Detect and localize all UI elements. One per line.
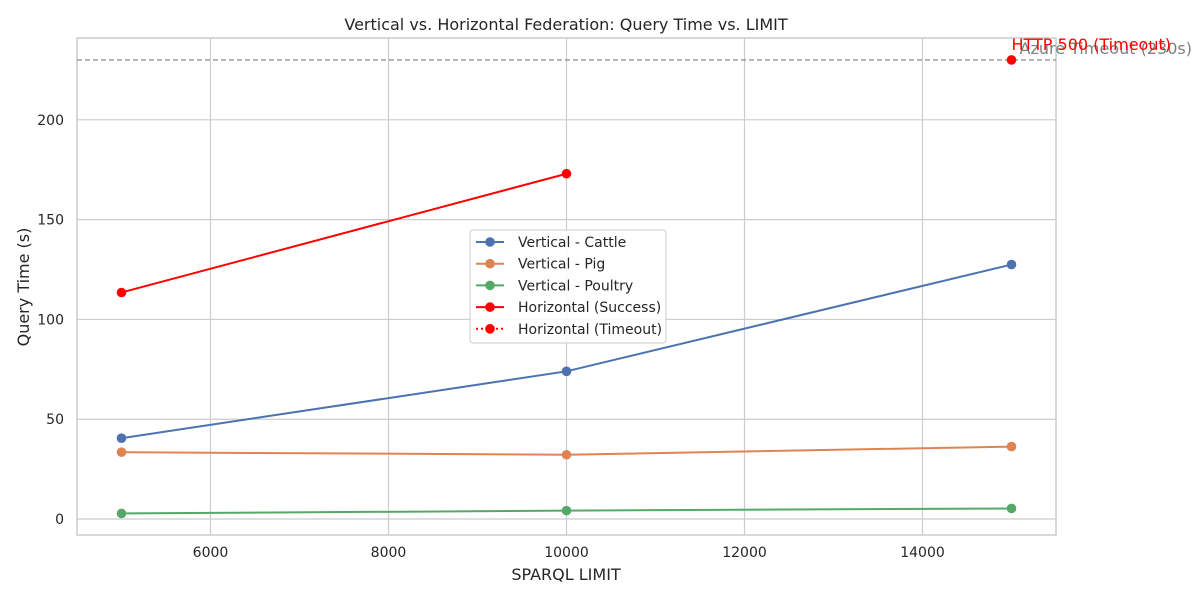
data-point [561, 366, 572, 377]
y-tick-label: 100 [37, 312, 64, 328]
annotation-group: HTTP 500 (Timeout) [1012, 35, 1172, 54]
x-tick-label: 6000 [193, 545, 229, 561]
y-tick-label: 200 [37, 113, 64, 129]
legend-swatch-marker [485, 302, 495, 312]
data-point [1006, 55, 1017, 65]
series-horizontal-success [116, 168, 572, 298]
data-point [1006, 503, 1017, 514]
series-line [121, 172, 567, 294]
data-point [561, 505, 572, 516]
legend-item: Vertical - Poultry [476, 278, 633, 294]
data-point [1006, 441, 1017, 452]
legend: Vertical - Cattle Vertical - Pig Vertical … [469, 229, 667, 344]
legend-item: Horizontal (Timeout) [476, 322, 662, 338]
x-tick-label: 8000 [371, 545, 407, 561]
y-tick-label: 50 [46, 412, 64, 428]
data-point [116, 508, 127, 519]
legend-swatch-marker [485, 280, 495, 291]
x-axis-label: SPARQL LIMIT [511, 565, 621, 584]
series-vertical-cattle [116, 259, 1017, 443]
legend-swatch-marker [485, 258, 495, 269]
legend-label: Vertical - Poultry [518, 278, 633, 294]
reference-line-label: Azure Timeout (230s) [1020, 39, 1192, 58]
chart-title: Vertical vs. Horizontal Federation: Quer… [344, 15, 788, 34]
series-horizontal-timeout [1006, 55, 1017, 65]
legend-label: Vertical - Cattle [518, 235, 626, 251]
plot-frame [76, 37, 1057, 536]
legend-swatch-marker [485, 237, 495, 247]
data-point [561, 168, 572, 179]
reference-line-group: Azure Timeout (230s) [77, 39, 1192, 61]
legend-item: Vertical - Cattle [476, 235, 626, 251]
series-group [116, 55, 1017, 519]
data-point [561, 449, 572, 460]
series-vertical-pig [116, 441, 1017, 460]
legend-swatch-marker [485, 324, 495, 334]
x-tick-label: 12000 [722, 545, 767, 561]
legend-label: Vertical - Pig [518, 257, 605, 273]
legend-label: Horizontal (Success) [518, 300, 661, 316]
x-tick-label: 10000 [544, 545, 589, 561]
legend-item: Horizontal (Success) [476, 300, 661, 316]
data-point [116, 433, 127, 443]
legend-item: Vertical - Pig [476, 257, 605, 273]
legend-box [469, 229, 667, 344]
data-point [1006, 259, 1017, 270]
timeout-annotation: HTTP 500 (Timeout) [1012, 35, 1172, 54]
x-tick-label: 14000 [900, 545, 945, 561]
data-point [116, 447, 127, 457]
y-axis-label: Query Time (s) [14, 228, 33, 347]
tick-labels: 6000 8000 10000 12000 14000 0 50 100 150 200 [37, 113, 945, 561]
data-point [116, 287, 127, 298]
y-tick-label: 150 [37, 213, 64, 229]
series-vertical-poultry [116, 503, 1017, 519]
legend-label: Horizontal (Timeout) [518, 322, 662, 338]
y-tick-label: 0 [55, 512, 64, 528]
